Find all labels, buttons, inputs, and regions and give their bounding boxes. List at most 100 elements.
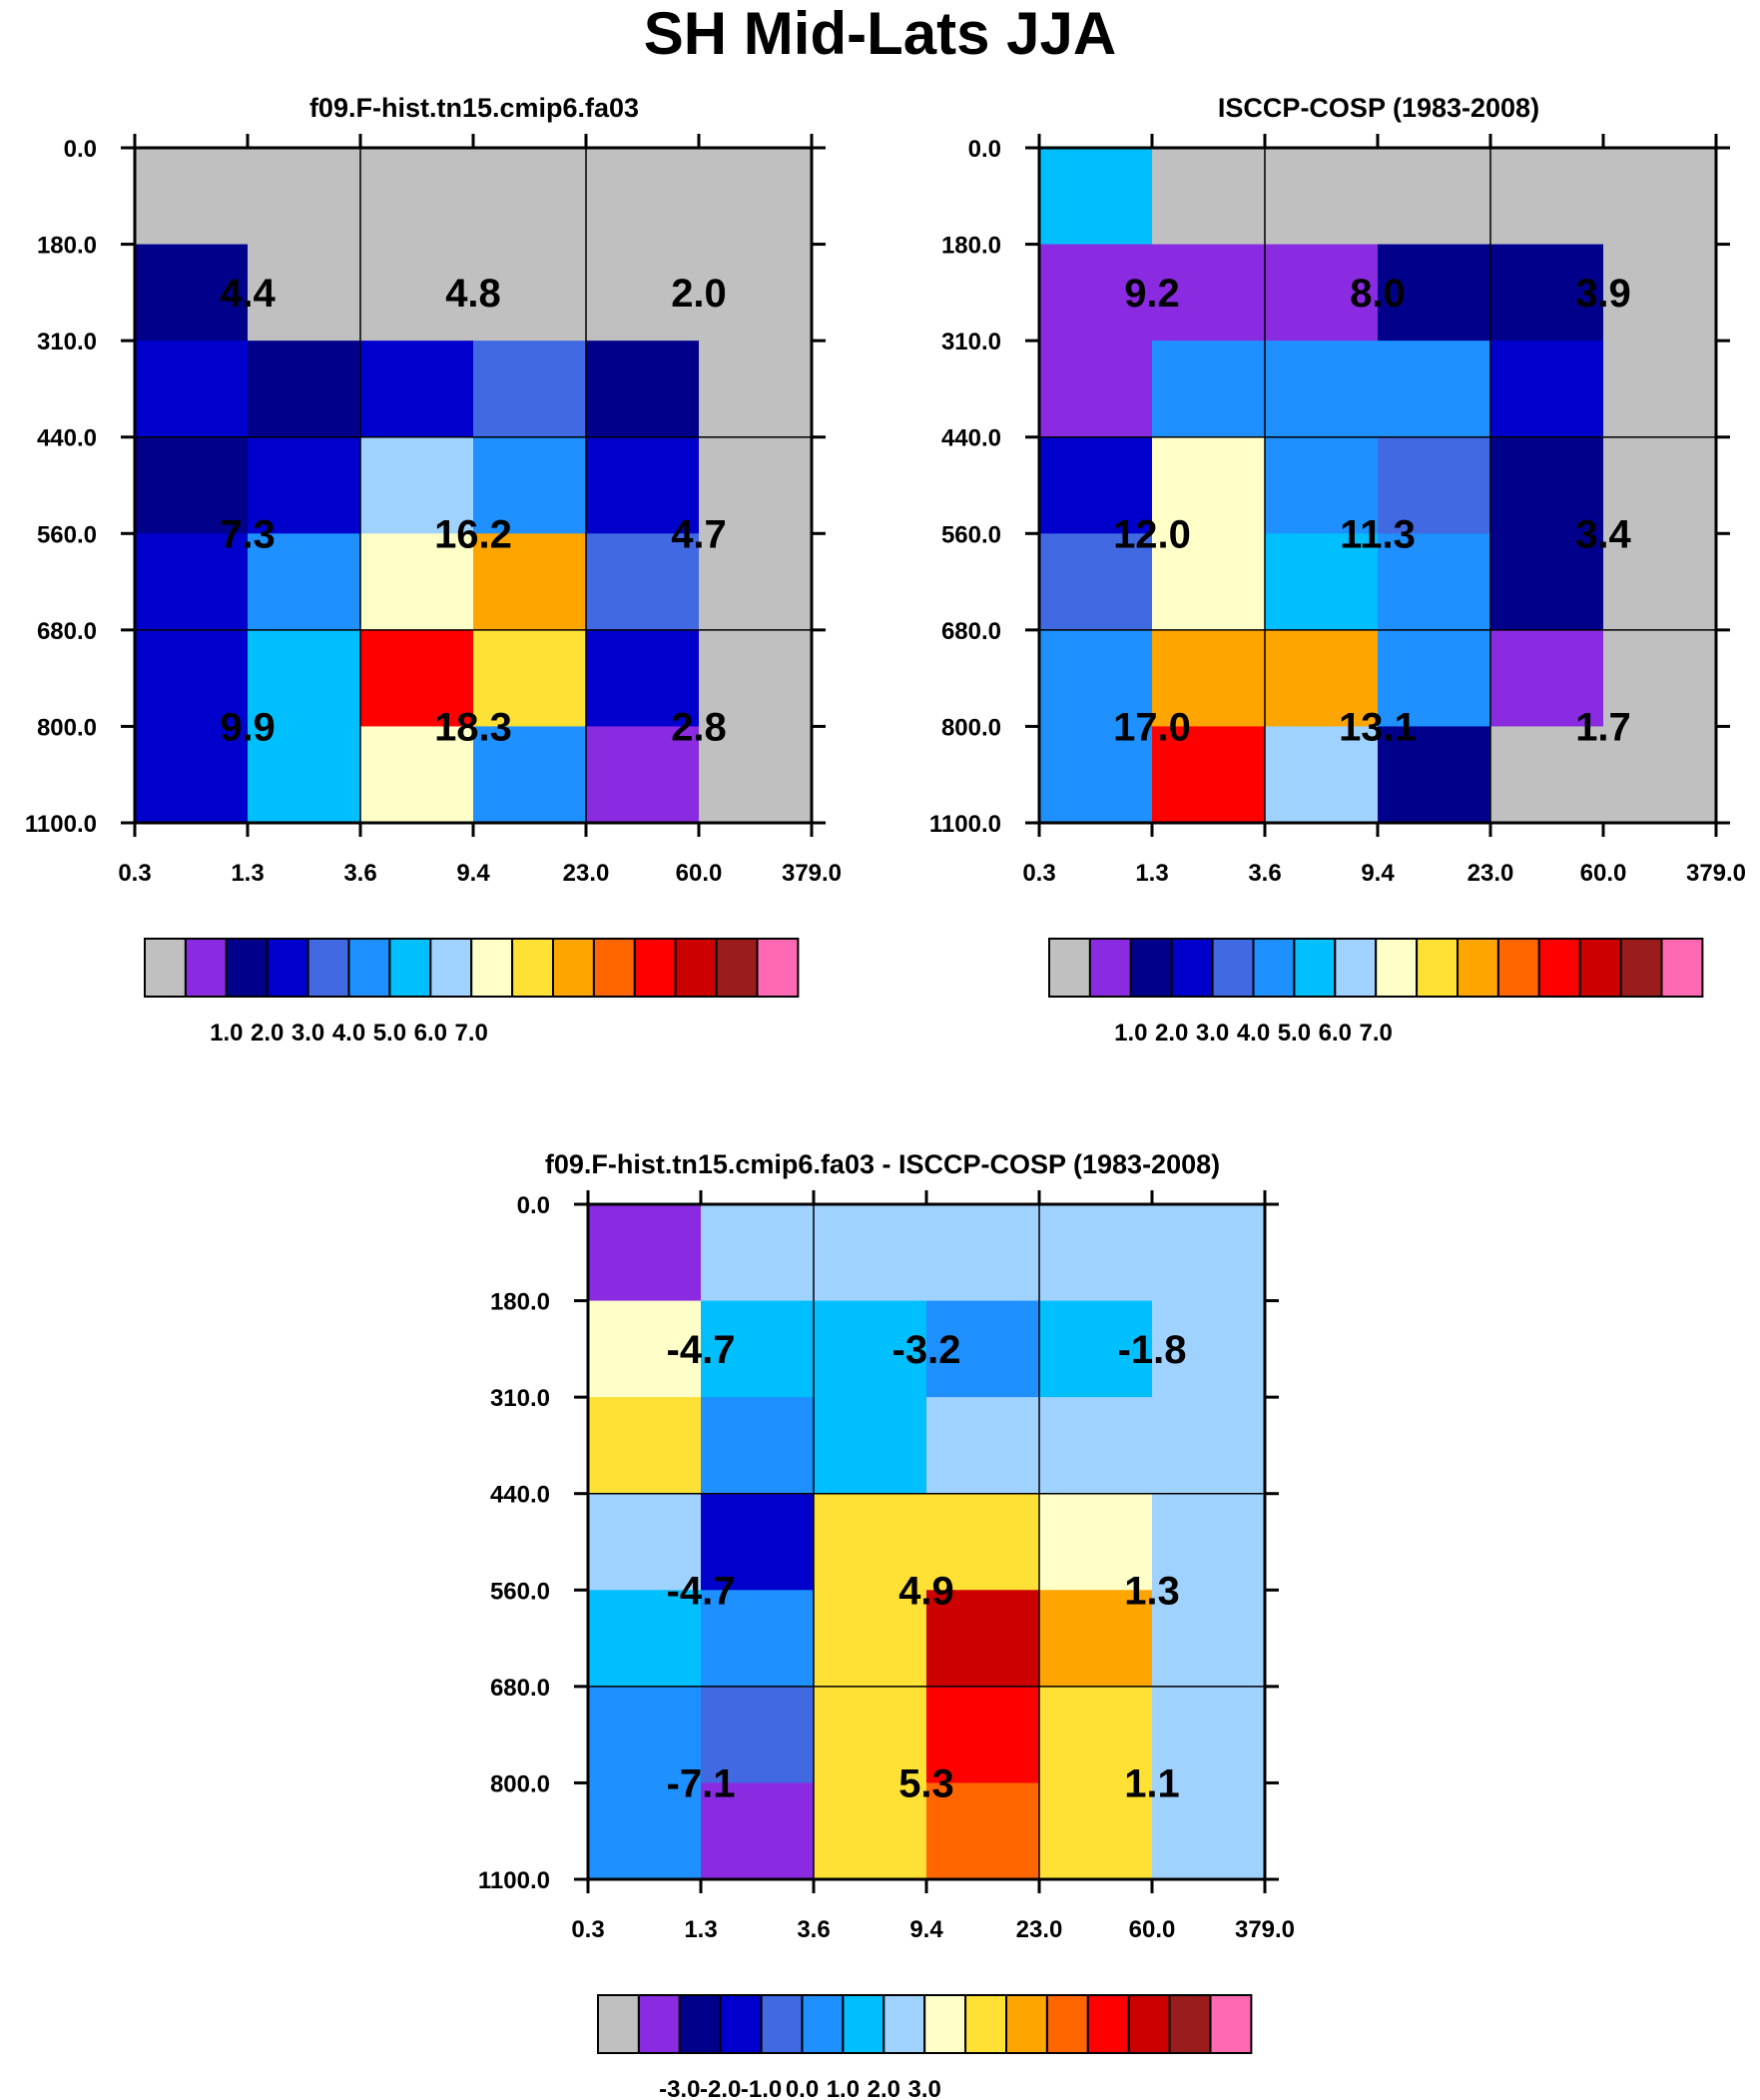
panel-title-difference: f09.F-hist.tn15.cmip6.fa03 - ISCCP-COSP … (544, 1149, 1221, 1179)
colorbar-swatch (1619, 938, 1663, 998)
colorbar-label: 5.0 (373, 1020, 406, 1047)
x-tick-label: 60.0 (1580, 860, 1627, 887)
colorbar-swatch (1211, 938, 1255, 998)
heatmap-cell (699, 726, 813, 824)
y-tick-label: 1100.0 (25, 811, 97, 838)
x-tick-label: 23.0 (563, 860, 610, 887)
heatmap-cell (1490, 629, 1604, 728)
colorbar-label: -3.0 (659, 2076, 700, 2100)
heatmap-cell (586, 436, 700, 534)
heatmap-cell (248, 726, 361, 824)
x-tick-label: 1.3 (684, 1916, 717, 1943)
x-tick-label: 23.0 (1467, 860, 1514, 887)
heatmap-cell (135, 533, 249, 631)
bin-value-label: 2.8 (671, 705, 727, 749)
colorbar-swatch (1457, 938, 1499, 998)
heatmap-cell (1152, 629, 1266, 728)
heatmap-cell (588, 1686, 702, 1784)
colorbar-swatch (633, 938, 677, 998)
heatmap-cell (248, 629, 361, 728)
x-tick-label: 1.3 (1135, 860, 1168, 887)
heatmap-cell (1039, 1493, 1153, 1591)
heatmap-cell (588, 1300, 702, 1398)
colorbar-label: 0.0 (786, 2076, 819, 2100)
x-tick-label: 9.4 (456, 860, 490, 887)
colorbar-swatch (674, 938, 718, 998)
y-tick-label: 0.0 (64, 136, 97, 163)
colorbar-swatch (225, 938, 269, 998)
x-tick-label: 0.3 (1022, 860, 1055, 887)
y-tick-label: 310.0 (490, 1385, 550, 1412)
heatmap-cell (699, 533, 813, 631)
heatmap-cell (701, 1590, 815, 1688)
heatmap-cell (1265, 341, 1379, 438)
heatmap-cell (926, 1204, 1040, 1302)
heatmap-cell (135, 148, 249, 246)
heatmap-cell (1603, 148, 1717, 246)
colorbar-swatch (1045, 1994, 1089, 2054)
y-tick-label: 310.0 (37, 329, 97, 355)
heatmap-cell (1603, 341, 1717, 438)
heatmap-cell (360, 436, 474, 534)
colorbar-label: 6.0 (414, 1020, 447, 1047)
heatmap-cell (1152, 1590, 1266, 1688)
heatmap-cell (586, 726, 700, 824)
heatmap-cell (588, 1590, 702, 1688)
heatmap-cell (1039, 533, 1153, 631)
colorbar-swatch (1416, 938, 1459, 998)
x-tick-label: 379.0 (782, 860, 842, 887)
x-tick-label: 3.6 (797, 1916, 830, 1943)
x-tick-label: 23.0 (1016, 1916, 1063, 1943)
y-tick-label: 180.0 (941, 233, 1001, 260)
x-tick-label: 0.3 (118, 860, 151, 887)
colorbar-label: 4.0 (1237, 1020, 1270, 1047)
colorbar-label: -1.0 (741, 2076, 782, 2100)
y-tick-label: 310.0 (941, 329, 1001, 355)
colorbar-swatch (1660, 938, 1704, 998)
heatmap-cell (1152, 533, 1266, 631)
colorbar-label: 7.0 (455, 1020, 488, 1047)
y-tick-label: 440.0 (37, 425, 97, 452)
heatmap-cell (135, 244, 249, 342)
heatmap-cell (360, 148, 474, 246)
heatmap-cell (699, 629, 813, 728)
x-tick-label: 60.0 (676, 860, 723, 887)
colorbar-swatch (429, 938, 473, 998)
panel-title-model: f09.F-hist.tn15.cmip6.fa03 (308, 93, 640, 123)
heatmap-cell (1039, 1300, 1153, 1398)
heatmap-cell (360, 244, 474, 342)
heatmap-panel-1: 0.3 1.3 3.6 9.4 23.0 60.0 379.0 0.0 180.0 310.0 44… (929, 134, 1746, 887)
colorbar-swatch (1170, 938, 1214, 998)
colorbar-label: 1.0 (210, 1020, 243, 1047)
heatmap-cell (1490, 533, 1604, 631)
heatmap-cell (1378, 629, 1491, 728)
heatmap-cell (473, 244, 587, 342)
heatmap-cell (588, 1204, 702, 1302)
bin-value-label: 11.3 (1340, 512, 1416, 556)
heatmap-cell (360, 341, 474, 438)
colorbar-swatch (511, 938, 554, 998)
heatmap-cell (248, 244, 361, 342)
page-title: SH Mid-Lats JJA (643, 0, 1117, 67)
bin-value-label: 16.2 (434, 512, 512, 556)
heatmap-cell (699, 341, 813, 438)
x-tick-label: 0.3 (571, 1916, 604, 1943)
heatmap-cell (1265, 726, 1379, 824)
heatmap-cell (699, 148, 813, 246)
colorbar-1: 1.0 2.0 3.0 4.0 5.0 6.0 7.0 (1048, 938, 1704, 1047)
y-tick-label: 180.0 (37, 233, 97, 260)
heatmap-cell (1265, 244, 1379, 342)
x-tick-label: 379.0 (1235, 1916, 1295, 1943)
heatmap-cell (1039, 436, 1153, 534)
heatmap-cell (1378, 436, 1491, 534)
heatmap-cell (1039, 341, 1153, 438)
colorbar-swatch (1048, 938, 1091, 998)
heatmap-cell (1152, 148, 1266, 246)
heatmap-cell (699, 244, 813, 342)
bin-value-label: 17.0 (1113, 705, 1191, 749)
heatmap-panel-2: 0.3 1.3 3.6 9.4 23.0 60.0 379.0 0.0 180.0 310.0 44… (478, 1190, 1295, 1943)
heatmap-cell (473, 533, 587, 631)
heatmap-cell (1265, 148, 1379, 246)
x-tick-label: 379.0 (1686, 860, 1746, 887)
heatmap-cell (135, 341, 249, 438)
